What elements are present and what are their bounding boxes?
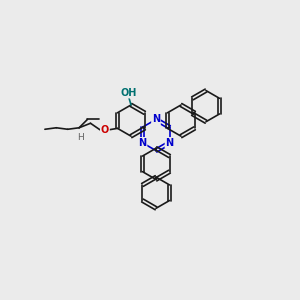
Text: O: O (101, 125, 109, 135)
Text: H: H (77, 133, 84, 142)
Text: N: N (165, 138, 174, 148)
Text: N: N (152, 114, 160, 124)
Text: N: N (138, 138, 147, 148)
Text: OH: OH (120, 88, 137, 98)
